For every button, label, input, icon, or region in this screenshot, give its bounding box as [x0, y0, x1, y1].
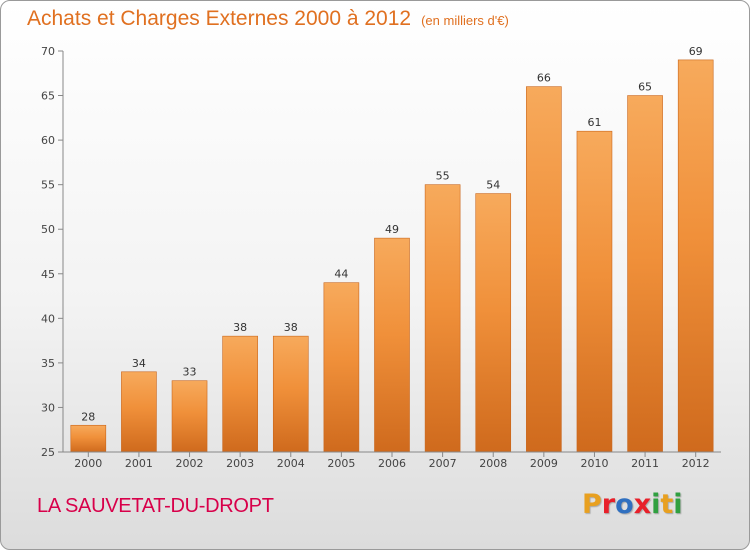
data-label: 33	[183, 366, 197, 379]
data-label: 38	[233, 321, 247, 334]
bar	[70, 424, 107, 453]
y-tick-label: 30	[41, 401, 55, 414]
chart-title-line: Achats et Charges Externes 2000 à 2012 (e…	[27, 7, 509, 31]
bar	[272, 335, 309, 453]
bar	[374, 237, 410, 453]
x-tick-label: 2001	[125, 457, 153, 470]
proxiti-logo: Proxiti	[582, 489, 683, 520]
data-label: 55	[436, 170, 450, 183]
data-label: 28	[81, 410, 95, 423]
bar	[171, 380, 208, 453]
x-tick-label: 2004	[277, 457, 305, 470]
bar	[121, 371, 157, 453]
bar	[475, 193, 512, 453]
logo-letter: i	[651, 489, 661, 520]
x-tick-label: 2006	[378, 457, 406, 470]
x-tick-label: 2011	[631, 457, 659, 470]
bar	[222, 335, 258, 453]
logo-letter: t	[660, 489, 674, 520]
y-tick-label: 45	[41, 268, 55, 281]
data-label: 69	[689, 45, 703, 58]
data-label: 61	[587, 116, 601, 129]
y-tick-label: 65	[41, 90, 55, 103]
bar	[526, 86, 562, 453]
x-tick-label: 2000	[74, 457, 102, 470]
y-tick-label: 70	[41, 45, 55, 58]
data-label: 65	[638, 81, 652, 94]
x-tick-label: 2010	[580, 457, 608, 470]
x-tick-label: 2002	[176, 457, 204, 470]
logo-letter: P	[582, 489, 602, 520]
x-tick-label: 2008	[479, 457, 507, 470]
chart-subtitle: (en milliers d'€)	[421, 13, 509, 28]
y-axis: 25 30 35 40 45 50 55 60 65 70	[41, 45, 64, 459]
logo-letter: i	[673, 489, 683, 520]
bars: 28 34 33 38 38 44 49 55 54 66 61 65 69	[70, 45, 714, 453]
y-tick-label: 35	[41, 357, 55, 370]
y-tick-label: 50	[41, 223, 55, 236]
y-tick-label: 40	[41, 312, 55, 325]
logo-letter: o	[615, 489, 634, 520]
chart-title: Achats et Charges Externes 2000 à 2012	[27, 7, 412, 30]
data-label: 44	[334, 268, 348, 281]
bar	[323, 282, 360, 453]
x-tick-label: 2009	[530, 457, 558, 470]
bar	[424, 184, 461, 453]
x-tick-label: 2005	[327, 457, 355, 470]
logo-letter: x	[633, 489, 652, 520]
x-tick-label: 2012	[682, 457, 710, 470]
bar	[627, 95, 663, 453]
bar	[576, 130, 613, 453]
x-tick-label: 2003	[226, 457, 254, 470]
data-label: 49	[385, 223, 399, 236]
data-label: 66	[537, 72, 551, 85]
x-tick-label: 2007	[429, 457, 457, 470]
bar	[677, 59, 714, 453]
x-axis: 2000 2001 2002 2003 2004 2005 2006 2007 2008 2009…	[63, 451, 721, 470]
data-label: 54	[486, 179, 500, 192]
data-label: 34	[132, 357, 146, 370]
place-name: LA SAUVETAT-DU-DROPT	[37, 495, 274, 517]
data-label: 38	[284, 321, 298, 334]
y-tick-label: 55	[41, 179, 55, 192]
logo-letter: r	[601, 489, 616, 520]
y-tick-label: 25	[41, 446, 55, 459]
y-tick-label: 60	[41, 134, 55, 147]
